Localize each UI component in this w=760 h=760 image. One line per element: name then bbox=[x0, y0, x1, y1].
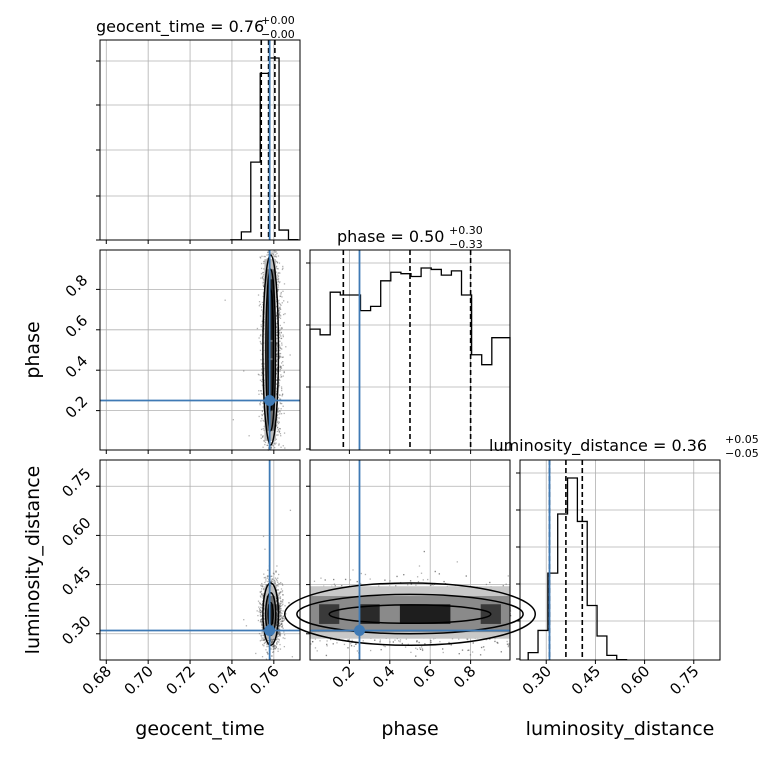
y-tick-label-phase: 0.8 bbox=[62, 271, 92, 301]
xlabel-geocent-time: geocent_time bbox=[135, 718, 264, 740]
contour-geocent-time-luminosity-distance bbox=[262, 582, 280, 646]
density-marks bbox=[224, 57, 628, 661]
y-tick-label-phase: 0.4 bbox=[62, 352, 92, 382]
x-tick-label-geocent-time: 0.74 bbox=[204, 662, 240, 698]
x-tick-label-geocent-time: 0.70 bbox=[121, 662, 157, 698]
panel-frame bbox=[519, 459, 721, 661]
x-tick-label-geocent-time: 0.72 bbox=[163, 662, 199, 698]
histogram-geocent-time bbox=[230, 57, 299, 241]
tick-marks bbox=[96, 60, 695, 664]
y-tick-label-phase: 0.2 bbox=[62, 392, 92, 422]
title-luminosity-distance-lower: −0.05 bbox=[725, 447, 759, 460]
truth-point-geocent-time-luminosity-distance bbox=[264, 624, 276, 636]
truth-point-geocent-time-phase bbox=[264, 395, 276, 407]
panel-frame bbox=[99, 39, 301, 241]
title-phase-lower: −0.33 bbox=[449, 238, 483, 251]
y-tick-label-luminosity-distance: 0.30 bbox=[58, 612, 94, 648]
panel-frame bbox=[99, 249, 301, 451]
histogram-phase bbox=[309, 267, 511, 450]
title-phase-upper: +0.30 bbox=[449, 224, 483, 237]
truth-markers bbox=[100, 40, 551, 660]
x-tick-label-phase: 0.6 bbox=[409, 662, 439, 692]
contour-phase-luminosity-distance bbox=[296, 593, 524, 635]
panel-frame bbox=[309, 459, 511, 661]
scatter-points-geocent-time-phase bbox=[224, 250, 291, 451]
x-tick-label-phase: 0.2 bbox=[329, 662, 359, 692]
ylabel-luminosity-distance: luminosity_distance bbox=[22, 466, 44, 655]
x-tick-label-luminosity-distance: 0.30 bbox=[519, 662, 555, 698]
contour-phase-luminosity-distance bbox=[328, 604, 492, 625]
title-geocent-time-upper: +0.00 bbox=[261, 14, 295, 27]
title-geocent-time-lower: −0.00 bbox=[261, 28, 295, 41]
contour-phase-luminosity-distance bbox=[283, 582, 537, 646]
quantile-lines bbox=[260, 40, 584, 660]
truth-point-phase-luminosity-distance bbox=[353, 624, 365, 636]
y-tick-label-phase: 0.6 bbox=[62, 311, 92, 341]
panel-frames bbox=[99, 39, 721, 661]
x-tick-label-phase: 0.8 bbox=[450, 662, 480, 692]
x-tick-label-phase: 0.4 bbox=[369, 662, 399, 692]
panel-frame bbox=[309, 249, 511, 451]
title-luminosity-distance-upper: +0.05 bbox=[725, 433, 759, 446]
x-tick-label-geocent-time: 0.68 bbox=[79, 662, 115, 698]
y-tick-label-luminosity-distance: 0.60 bbox=[58, 514, 94, 550]
y-tick-label-luminosity-distance: 0.45 bbox=[58, 563, 94, 599]
xlabel-luminosity-distance: luminosity_distance bbox=[526, 718, 715, 740]
panel-frame bbox=[99, 459, 301, 661]
x-tick-label-geocent-time: 0.76 bbox=[246, 662, 282, 698]
x-tick-label-luminosity-distance: 0.60 bbox=[617, 662, 653, 698]
x-tick-label-luminosity-distance: 0.75 bbox=[666, 662, 702, 698]
title-luminosity-distance: luminosity_distance = 0.36 bbox=[489, 436, 707, 456]
contour-geocent-time-phase bbox=[262, 254, 280, 446]
title-geocent-time: geocent_time = 0.76 bbox=[96, 17, 264, 37]
title-phase: phase = 0.50 bbox=[337, 227, 444, 246]
ylabel-phase: phase bbox=[22, 321, 44, 378]
histogram-luminosity-distance bbox=[527, 477, 628, 661]
x-tick-label-luminosity-distance: 0.45 bbox=[568, 662, 604, 698]
xlabel-phase: phase bbox=[381, 718, 438, 740]
contour-geocent-time-phase bbox=[267, 288, 275, 412]
y-tick-label-luminosity-distance: 0.75 bbox=[58, 465, 94, 501]
contour-geocent-time-phase bbox=[265, 268, 277, 432]
